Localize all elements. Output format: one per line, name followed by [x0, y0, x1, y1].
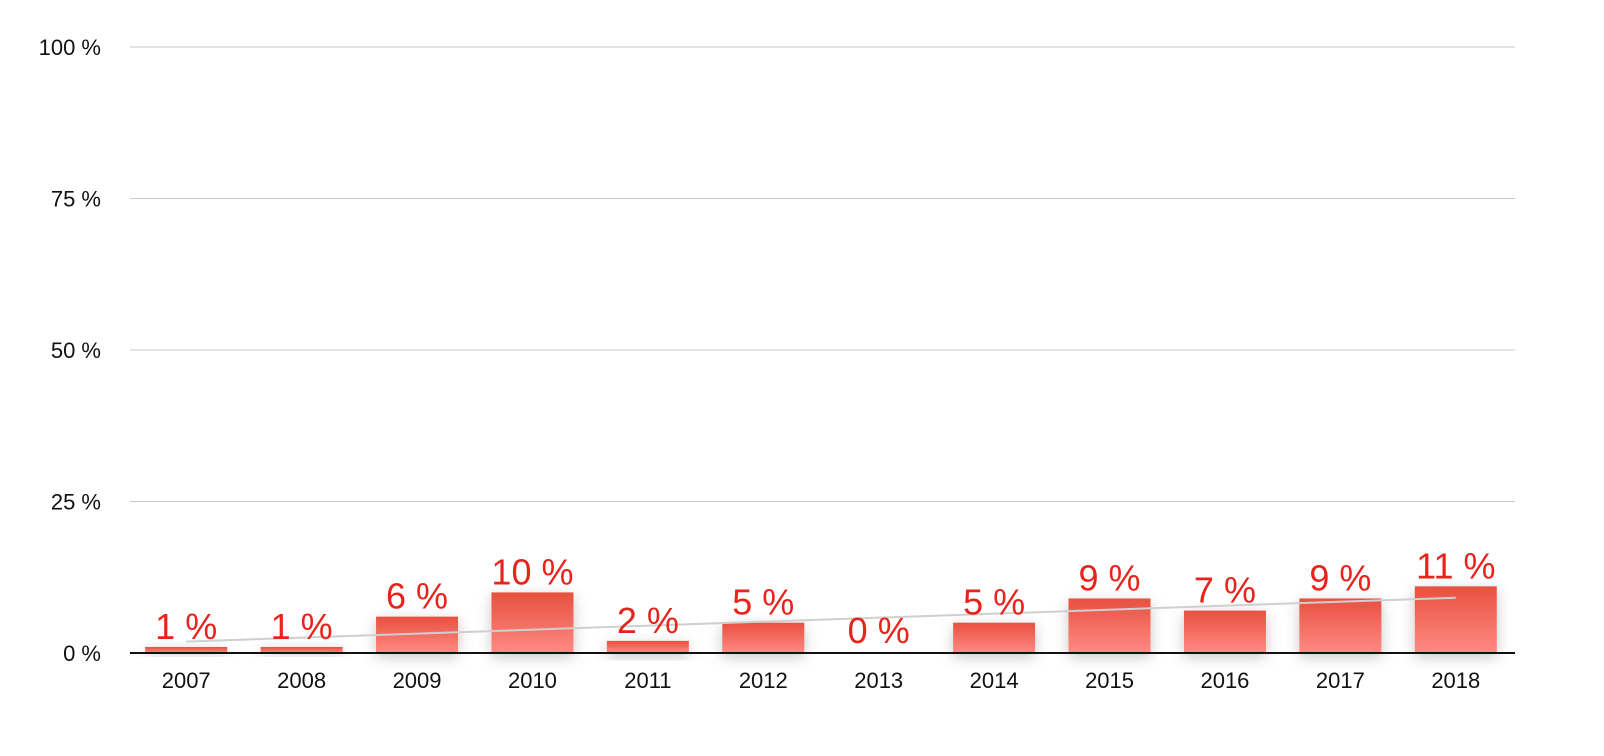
- x-tick-label: 2008: [277, 668, 326, 693]
- y-tick-label: 100 %: [39, 35, 101, 60]
- y-axis-tick-labels: 0 % 25 % 50 % 75 % 100 %: [39, 35, 101, 666]
- x-tick-label: 2017: [1316, 668, 1365, 693]
- bar-2010: [491, 592, 574, 653]
- bar-2015: [1068, 598, 1151, 653]
- x-tick-label: 2012: [739, 668, 788, 693]
- y-tick-label: 0 %: [63, 641, 101, 666]
- x-tick-label: 2007: [162, 668, 211, 693]
- bar-2012: [722, 622, 805, 653]
- data-label: 0 %: [848, 610, 910, 651]
- x-tick-label: 2011: [624, 668, 671, 693]
- gridlines: [130, 46, 1515, 502]
- data-label: 7 %: [1194, 570, 1256, 611]
- data-label: 10 %: [491, 551, 573, 592]
- bar-2007: [145, 646, 228, 653]
- data-label: 1 %: [155, 606, 217, 647]
- x-tick-label: 2010: [508, 668, 557, 693]
- bar-2014: [953, 622, 1036, 653]
- x-axis-tick-labels: 2007 2008 2009 2010 2011 2012 2013 2014 2015 2016…: [162, 668, 1481, 693]
- data-label: 6 %: [386, 576, 448, 617]
- y-tick-label: 75 %: [51, 187, 101, 212]
- x-tick-label: 2013: [854, 668, 903, 693]
- data-label: 5 %: [732, 582, 794, 623]
- bar-2018: [1414, 586, 1497, 653]
- x-tick-label: 2009: [393, 668, 442, 693]
- data-label: 9 %: [1309, 557, 1371, 598]
- bar-2017: [1299, 598, 1382, 653]
- data-label: 5 %: [963, 582, 1025, 623]
- y-tick-label: 50 %: [51, 338, 101, 363]
- data-labels: 1 % 1 % 6 % 10 % 2 % 5 % 0 % 5 % 9 % 7 % 9 % 11 %: [155, 545, 1495, 651]
- bar-2008: [260, 646, 343, 653]
- bar-2011: [606, 640, 689, 653]
- trendline-path: [186, 596, 1456, 643]
- x-tick-label: 2018: [1431, 668, 1480, 693]
- x-tick-label: 2014: [970, 668, 1019, 693]
- y-tick-label: 25 %: [51, 490, 101, 515]
- x-tick-label: 2016: [1200, 668, 1249, 693]
- data-label: 2 %: [617, 600, 679, 641]
- bar-2016: [1183, 610, 1266, 653]
- data-label: 1 %: [271, 606, 333, 647]
- data-label: 9 %: [1079, 557, 1141, 598]
- data-label: 11 %: [1416, 545, 1495, 586]
- trendline: [186, 596, 1456, 643]
- x-tick-label: 2015: [1085, 668, 1134, 693]
